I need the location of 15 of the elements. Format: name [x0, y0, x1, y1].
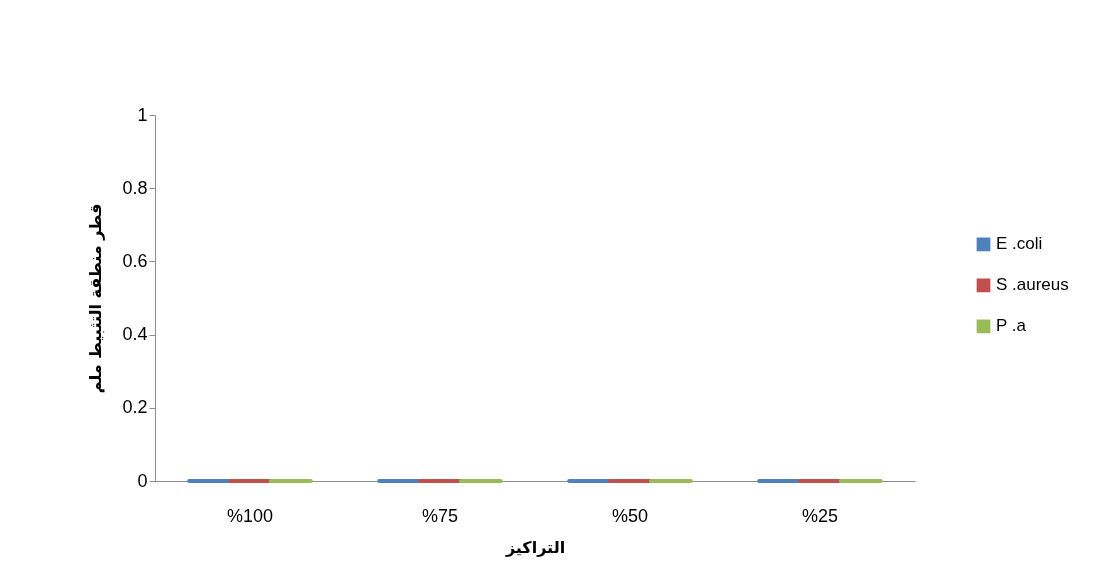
x-axis-title: التراكيز: [504, 537, 566, 557]
x-tick-label: %50: [611, 505, 649, 526]
y-tick-label: 0.4: [122, 324, 148, 345]
x-tick-label: %100: [226, 505, 274, 526]
y-tick-label: 0.6: [122, 250, 148, 271]
x-tick-label: %75: [421, 505, 459, 526]
y-axis-title: قطر منطقة التثبيط ملم: [86, 203, 106, 394]
legend-label: S .aureus: [996, 275, 1069, 295]
y-tick-label: 1: [137, 104, 148, 125]
legend-label: P .a: [996, 316, 1027, 336]
legend-label: E .coli: [996, 234, 1043, 254]
y-tick-label: 0.2: [122, 397, 148, 418]
x-tick-label: %25: [801, 505, 839, 526]
y-tick-label: 0.8: [122, 177, 148, 198]
y-tick-label: 0: [137, 470, 148, 491]
